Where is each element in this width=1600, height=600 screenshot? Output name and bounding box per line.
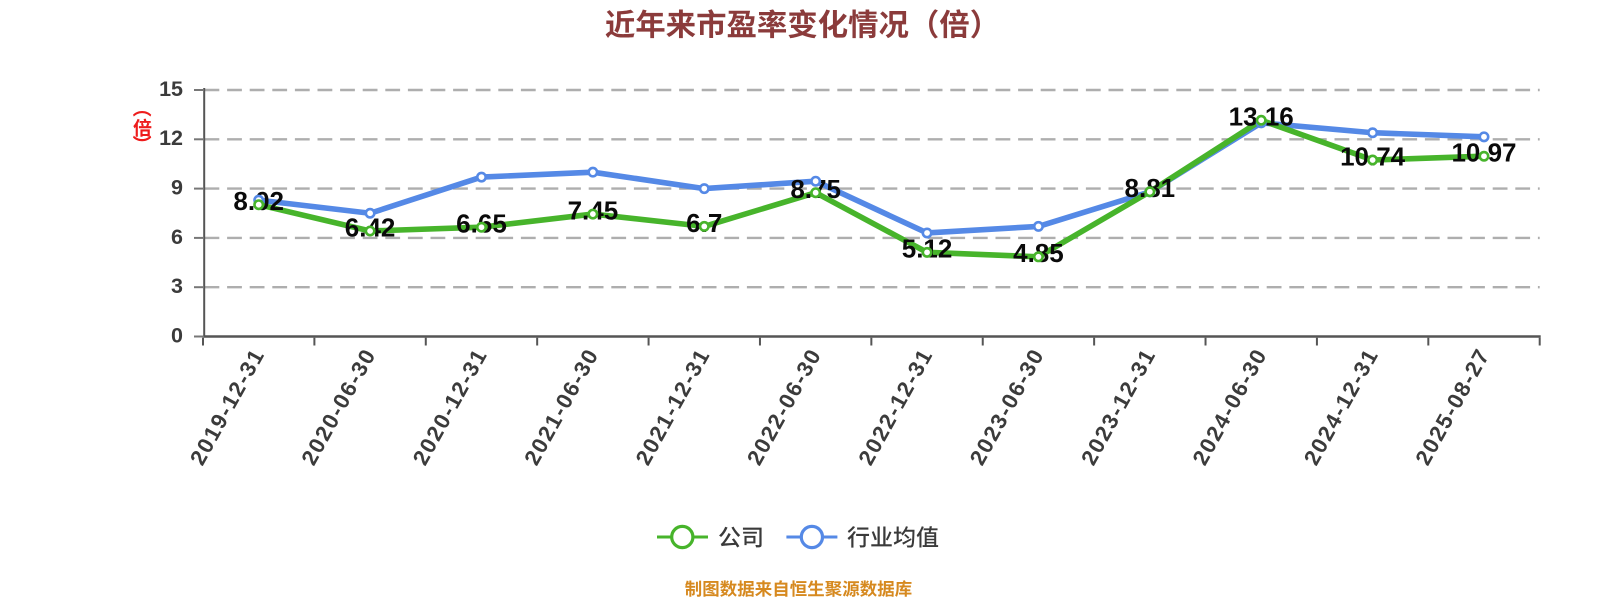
svg-text:6: 6: [171, 225, 183, 249]
svg-text:12: 12: [159, 126, 183, 150]
svg-text:9: 9: [171, 176, 183, 200]
svg-text:15: 15: [159, 77, 183, 101]
svg-text:0: 0: [171, 323, 183, 347]
svg-text:3: 3: [171, 274, 183, 298]
